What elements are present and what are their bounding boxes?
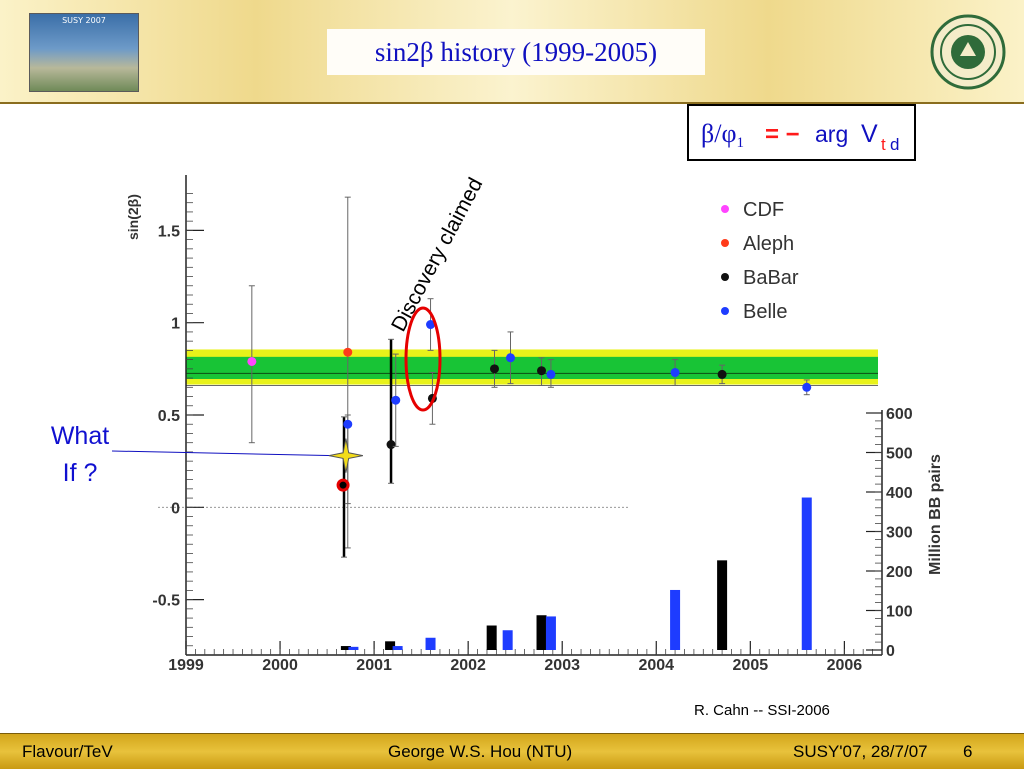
y2-axis-label: Million BB pairs — [927, 454, 944, 575]
legend-label: CDF — [743, 199, 784, 221]
what-if-pointer-line — [111, 450, 334, 457]
y2-tick-label: 400 — [886, 485, 913, 502]
legend-marker — [721, 273, 729, 281]
bb-pairs-bars — [340, 497, 812, 650]
x-tick-label: 1999 — [168, 657, 204, 674]
bar-babar — [486, 625, 497, 650]
legend-marker — [721, 307, 729, 315]
y-tick-label: 1.5 — [158, 223, 180, 240]
chart-legend: CDF Aleph BaBar Belle — [721, 199, 799, 323]
legend-marker — [721, 205, 729, 213]
bar-belle — [502, 630, 513, 650]
logo-text: SUSY 2007 — [62, 16, 106, 25]
legend-marker — [721, 239, 729, 247]
band-inner — [186, 356, 878, 379]
y-tick-label: -0.5 — [152, 593, 180, 610]
y-tick-label: 0.5 — [158, 408, 180, 425]
legend-label: BaBar — [743, 267, 799, 289]
conference-logo-image: SUSY 2007 — [29, 13, 139, 92]
bar-babar — [385, 641, 396, 650]
point-belle — [670, 368, 680, 378]
footer-right: SUSY'07, 28/7/07 — [793, 742, 928, 761]
formula-d: d — [890, 135, 899, 154]
footer-bar: Flavour/TeV George W.S. Hou (NTU) SUSY'0… — [0, 733, 1024, 769]
bar-belle — [670, 589, 681, 650]
formula-lhs: β/φ — [701, 119, 736, 148]
formula-arg: arg — [815, 121, 848, 147]
x-tick-label: 2001 — [356, 657, 392, 674]
legend-label: Belle — [743, 301, 787, 323]
bar-belle — [348, 646, 359, 650]
y2-tick-label: 300 — [886, 525, 913, 542]
what-if-line-2: If ? — [63, 459, 98, 487]
y2-tick-label: 500 — [886, 446, 913, 463]
bar-babar — [536, 615, 547, 650]
point-belle — [391, 395, 401, 405]
formula-svg: β/φ1 = − arg V t d — [701, 119, 899, 154]
hypothetical-point — [336, 478, 350, 492]
university-seal-icon — [930, 14, 1006, 90]
point-belle — [802, 382, 812, 392]
footer-left: Flavour/TeV — [22, 742, 113, 761]
bar-belle — [801, 497, 812, 650]
bar-belle — [425, 637, 436, 650]
x-tick-label: 2002 — [450, 657, 486, 674]
x-tick-label: 2006 — [827, 657, 863, 674]
y-tick-label: 0 — [171, 500, 180, 517]
bar-belle — [545, 616, 556, 650]
point-babar — [537, 366, 547, 376]
formula-v: V — [861, 120, 878, 148]
footer-center: George W.S. Hou (NTU) — [388, 742, 573, 761]
point-cdf — [247, 356, 257, 366]
svg-text:β/φ1: β/φ1 — [701, 119, 744, 151]
point-babar — [489, 364, 499, 374]
formula-sub: 1 — [736, 135, 744, 151]
point-babar — [386, 440, 396, 450]
y2-tick-label: 600 — [886, 406, 913, 423]
footer-page-number: 6 — [963, 742, 973, 761]
legend-label: Aleph — [743, 233, 794, 255]
y2-tick-label: 200 — [886, 564, 913, 581]
y2-tick-label: 0 — [886, 643, 895, 660]
formula-box: β/φ1 = − arg V t d — [687, 104, 916, 161]
x-tick-label: 2005 — [733, 657, 769, 674]
what-if-line-1: What — [51, 422, 109, 450]
x-tick-label: 2004 — [638, 657, 674, 674]
y-tick-label: 1 — [171, 316, 180, 333]
star-icon — [328, 438, 363, 473]
bar-belle — [392, 646, 403, 650]
bar-babar — [717, 560, 728, 650]
point-belle — [343, 419, 353, 429]
x-tick-label: 2000 — [262, 657, 298, 674]
header-bar: SUSY 2007 sin2β history (1999-2005) — [0, 0, 1024, 104]
y-axis-label: sin(2β) — [125, 194, 141, 240]
slide-title: sin2β history (1999-2005) — [374, 36, 658, 67]
discovery-annotation: Discovery claimed — [387, 174, 487, 335]
world-average-band — [186, 349, 878, 386]
point-aleph — [343, 347, 353, 357]
axis-ticks: 1999 2000 2001 2002 2003 2004 2005 20061.510.50… — [152, 193, 913, 674]
what-if-marker — [111, 438, 363, 473]
formula-t: t — [881, 135, 886, 154]
bar-babar — [340, 646, 351, 650]
point-babar — [717, 369, 727, 379]
point-belle — [426, 320, 436, 330]
title-box: sin2β history (1999-2005) — [327, 29, 705, 75]
formula-eq: = − — [765, 121, 800, 148]
point-belle — [546, 369, 556, 379]
x-tick-label: 2003 — [544, 657, 580, 674]
y2-tick-label: 100 — [886, 604, 913, 621]
discovery-ellipse — [404, 306, 442, 412]
point-belle — [505, 353, 515, 363]
credit-text: R. Cahn -- SSI-2006 — [694, 702, 830, 719]
